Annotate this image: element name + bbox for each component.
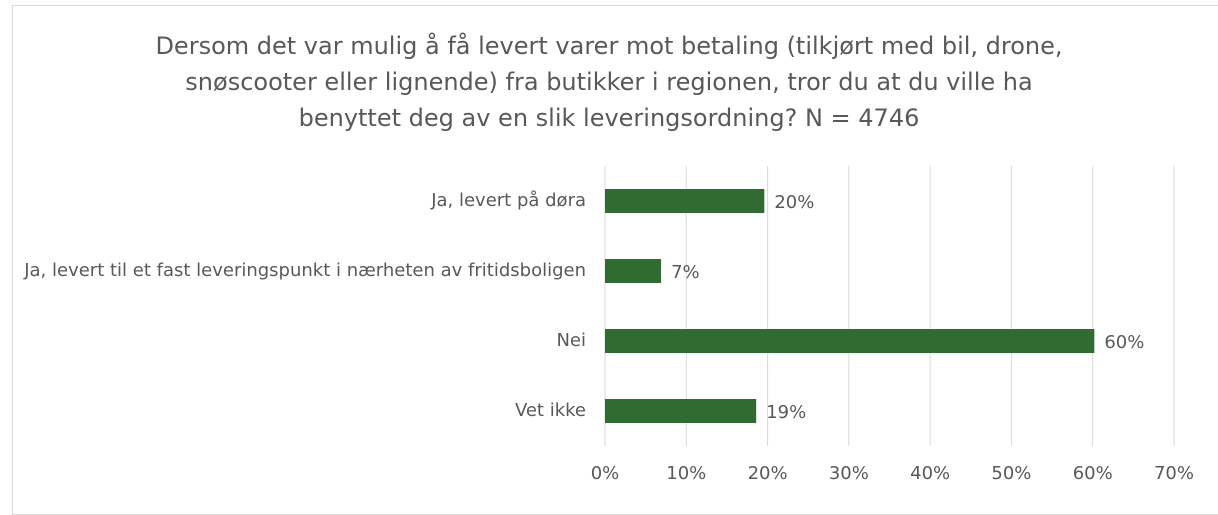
- bar: [605, 329, 1095, 353]
- data-label: 20%: [774, 192, 814, 213]
- chart-title: Dersom det var mulig å få levert varer m…: [155, 32, 1063, 132]
- data-label: 7%: [671, 262, 700, 283]
- x-tick-label: 0%: [591, 463, 620, 484]
- data-label: 19%: [766, 402, 806, 423]
- x-tick-label: 60%: [1073, 463, 1113, 484]
- bar: [605, 259, 662, 283]
- x-tick-label: 20%: [748, 463, 788, 484]
- x-tick-label: 40%: [910, 463, 950, 484]
- y-tick-label: Ja, levert på døra: [431, 190, 586, 211]
- x-tick-label: 50%: [991, 463, 1031, 484]
- bar: [605, 189, 765, 213]
- plot: 0% 10% 20% 30% 40% 50% 60% 70% 20% 7% 60% 19%: [591, 166, 1194, 484]
- bar: [605, 399, 757, 423]
- y-tick-label: Ja, levert til et fast leveringspunkt i …: [24, 260, 586, 281]
- data-label: 60%: [1104, 332, 1144, 353]
- y-tick-label: Nei: [556, 330, 586, 351]
- y-tick-label: Vet ikke: [514, 400, 586, 421]
- x-tick-label: 30%: [829, 463, 869, 484]
- x-tick-label: 10%: [666, 463, 706, 484]
- chart: Dersom det var mulig å få levert varer m…: [12, 5, 1218, 515]
- x-tick-label: 70%: [1154, 463, 1194, 484]
